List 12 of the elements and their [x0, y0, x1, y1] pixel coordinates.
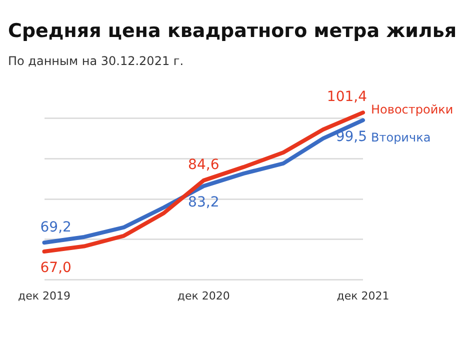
series-label: Вторичка: [371, 130, 431, 144]
series-label: Новостройки: [371, 102, 454, 117]
data-label: 83,2: [188, 194, 220, 211]
chart-subtitle: По данным на 30.12.2021 г.: [8, 54, 185, 68]
data-label: 101,4: [326, 89, 368, 106]
data-label: 69,2: [40, 219, 72, 236]
data-label: 67,0: [40, 260, 72, 276]
x-tick-label: дек 2019: [18, 289, 71, 302]
data-label: 84,6: [188, 157, 220, 174]
x-tick-label: дек 2021: [336, 289, 390, 302]
chart-title: Средняя цена квадратного метра жилья: [8, 20, 458, 42]
x-tick-label: дек 2020: [177, 289, 230, 302]
